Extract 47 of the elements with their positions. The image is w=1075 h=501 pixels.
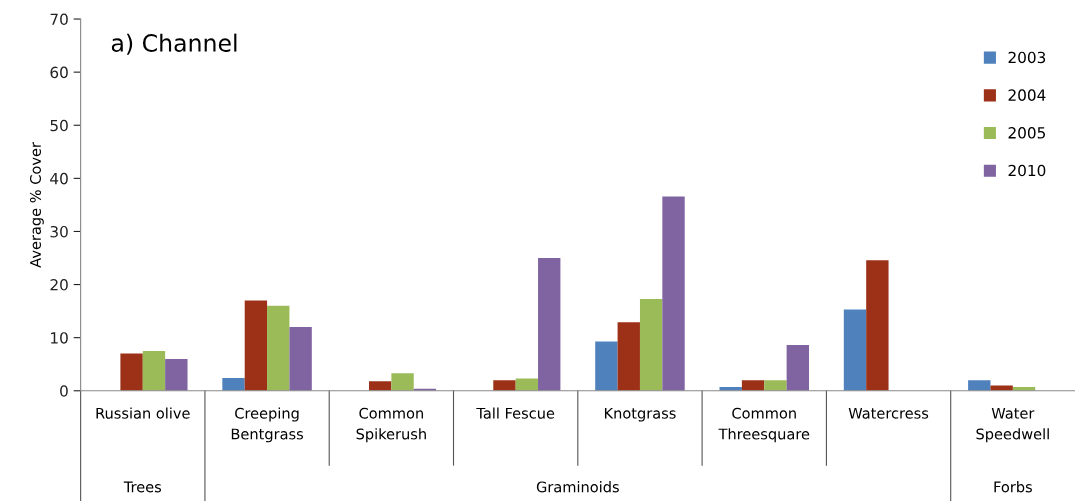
legend-label: 2004 <box>1008 89 1046 101</box>
x-tick-label: Russian olive <box>96 407 190 419</box>
bar <box>368 381 392 391</box>
y-tick-label: 60 <box>50 66 68 79</box>
x-tick-label: Water Speedwell <box>976 407 1049 443</box>
text: Graminoids <box>536 481 619 493</box>
legend-label: 2010 <box>1008 164 1046 177</box>
bar <box>142 350 166 391</box>
y-tick-label: 0 <box>60 385 68 397</box>
y-tick-label: 20 <box>50 279 68 291</box>
y-tick-label: 70 <box>50 13 68 26</box>
bar <box>595 341 618 391</box>
bar <box>764 380 787 391</box>
bar <box>538 258 561 391</box>
bar <box>786 345 809 391</box>
bar <box>289 327 312 391</box>
x-tick-label: Watercress <box>848 407 929 419</box>
y-tick-label: 40 <box>50 172 68 185</box>
x-tick-label: Common Threesquare <box>718 407 810 443</box>
bar <box>391 373 414 391</box>
y-tick-label: 30 <box>50 225 68 238</box>
bar <box>222 378 245 391</box>
bar <box>990 385 1013 391</box>
text: a) Channel <box>111 33 237 55</box>
bar <box>267 305 290 391</box>
bar <box>639 298 663 391</box>
x-tick-label: Common Spikerush <box>356 407 426 443</box>
bar <box>741 380 765 391</box>
bar <box>244 300 268 391</box>
x-tick-label: Tall Fescue <box>476 407 555 419</box>
bar <box>493 380 516 391</box>
y-tick-label: 10 <box>51 332 68 344</box>
text: Forbs <box>994 481 1032 493</box>
bar <box>968 380 991 391</box>
y-axis-title: Average % Cover <box>29 142 44 268</box>
y-tick-label: 50 <box>50 119 68 132</box>
bar <box>165 358 188 391</box>
bar <box>120 353 143 391</box>
text: Trees <box>123 481 162 493</box>
legend-label: 2005 <box>1008 127 1045 139</box>
bar <box>617 322 640 391</box>
x-tick-label: Creeping Bentgrass <box>231 407 304 443</box>
bar <box>866 260 889 391</box>
bar <box>843 309 867 391</box>
legend-label: 2003 <box>1008 51 1046 64</box>
bar <box>662 196 685 391</box>
x-tick-label: Knotgrass <box>604 407 676 422</box>
